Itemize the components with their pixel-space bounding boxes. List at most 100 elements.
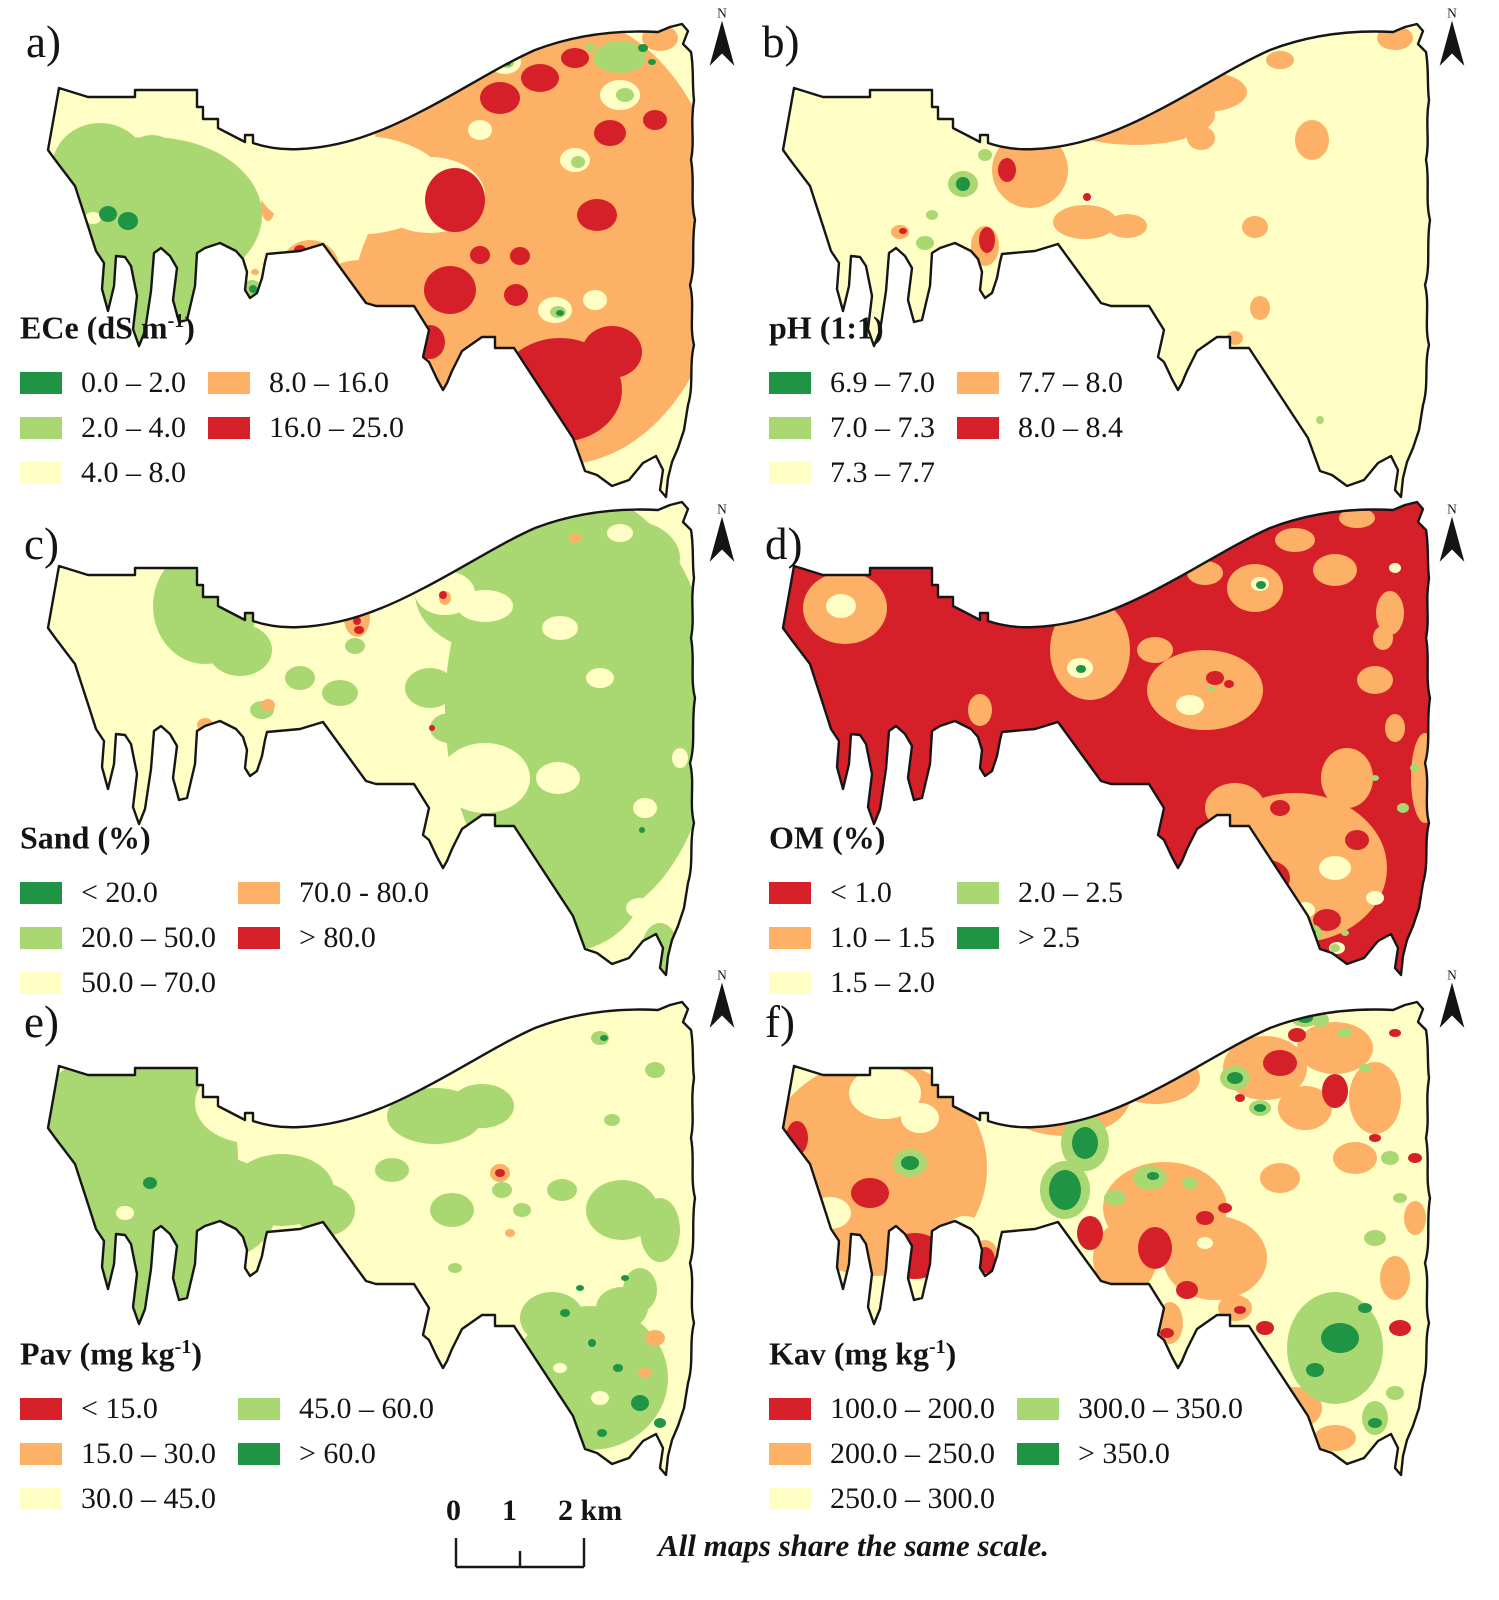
region-outline-f <box>781 1000 1432 1477</box>
legend-swatch <box>769 926 811 949</box>
legend-label: 0.0 – 2.0 <box>81 365 186 399</box>
legend-a: ECe (dS m-1) 0.0 – 2.0 2.0 – 4.0 4.0 – 8.0… <box>20 310 404 501</box>
legend-item: 4.0 – 8.0 <box>20 456 186 490</box>
legend-item: < 15.0 <box>20 1392 216 1426</box>
legend-column: 7.7 – 8.0 8.0 – 8.4 <box>957 366 1123 456</box>
legend-swatch <box>20 926 62 949</box>
map-c <box>46 500 697 977</box>
north-arrow: N <box>709 502 735 562</box>
north-arrow: N <box>709 6 735 66</box>
legend-column: 2.0 – 2.5 > 2.5 <box>957 876 1123 966</box>
legend-item: > 2.5 <box>957 921 1123 955</box>
legend-label: 70.0 - 80.0 <box>299 875 429 909</box>
panel-c: c) N Sand (%) < 20.0 20.0 – 50.0 50.0 – 70… <box>0 470 749 1030</box>
legend-item: 8.0 – 16.0 <box>208 366 404 400</box>
legend-label: 1.5 – 2.0 <box>830 965 935 999</box>
legend-title: Sand (%) <box>20 819 151 856</box>
legend-label: 100.0 – 200.0 <box>830 1391 995 1425</box>
legend-b: pH (1:1) 6.9 – 7.0 7.0 – 7.3 7.3 – 7.7 7.7 … <box>769 310 1123 501</box>
legend-label: 2.0 – 2.5 <box>1018 875 1123 909</box>
north-arrow-glyph <box>1439 20 1465 66</box>
legend-item: 1.5 – 2.0 <box>769 966 935 1000</box>
legend-item: 50.0 – 70.0 <box>20 966 216 1000</box>
legend-swatch <box>769 461 811 484</box>
legend-label: 250.0 – 300.0 <box>830 1481 995 1515</box>
legend-item: 20.0 – 50.0 <box>20 921 216 955</box>
legend-swatch <box>20 461 62 484</box>
legend-label: 45.0 – 60.0 <box>299 1391 434 1425</box>
north-arrow-glyph <box>1439 516 1465 562</box>
legend-item: 7.0 – 7.3 <box>769 411 935 445</box>
panel-b: b) N pH (1:1) 6.9 – 7.0 7.0 – 7.3 7.3 – 7.… <box>749 0 1498 560</box>
region-outline-d <box>781 500 1432 977</box>
legend-title: ECe (dS m-1) <box>20 309 195 346</box>
legend-label: > 80.0 <box>299 920 376 954</box>
legend-column: 100.0 – 200.0 200.0 – 250.0 250.0 – 300.0 <box>769 1392 995 1527</box>
panel-a: a) N ECe (dS m-1) 0.0 – 2.0 2.0 – 4.0 4.0 … <box>0 0 749 560</box>
scalebar-lines <box>454 1538 586 1569</box>
legend-item: 250.0 – 300.0 <box>769 1482 995 1516</box>
legend-label: > 2.5 <box>1018 920 1080 954</box>
scalebar <box>454 1538 586 1569</box>
legend-label: < 1.0 <box>830 875 892 909</box>
map-b <box>781 22 1432 499</box>
legend-item: 30.0 – 45.0 <box>20 1482 216 1516</box>
legend-d: OM (%) < 1.0 1.0 – 1.5 1.5 – 2.0 2.0 – 2.5 >… <box>769 820 1123 1011</box>
legend-item: < 20.0 <box>20 876 216 910</box>
legend-label: 7.7 – 8.0 <box>1018 365 1123 399</box>
panel-d: d) N OM (%) < 1.0 1.0 – 1.5 1.5 – 2.0 2.0 –… <box>749 470 1498 1030</box>
legend-item: 70.0 - 80.0 <box>238 876 429 910</box>
legend-swatch <box>769 416 811 439</box>
legend-label: 8.0 – 8.4 <box>1018 410 1123 444</box>
legend-cols-e: < 15.0 15.0 – 30.0 30.0 – 45.0 45.0 – 60.0 >… <box>20 1392 434 1527</box>
map-d <box>781 500 1432 977</box>
north-arrow: N <box>709 968 735 1028</box>
legend-swatch <box>20 1397 62 1420</box>
legend-column: 70.0 - 80.0 > 80.0 <box>238 876 429 966</box>
legend-item: 16.0 – 25.0 <box>208 411 404 445</box>
legend-column: < 1.0 1.0 – 1.5 1.5 – 2.0 <box>769 876 935 1011</box>
legend-swatch <box>20 971 62 994</box>
svg-text:N: N <box>717 6 727 20</box>
legend-column: 8.0 – 16.0 16.0 – 25.0 <box>208 366 404 456</box>
legend-column: < 20.0 20.0 – 50.0 50.0 – 70.0 <box>20 876 216 1011</box>
legend-item: 1.0 – 1.5 <box>769 921 935 955</box>
legend-column: 45.0 – 60.0 > 60.0 <box>238 1392 434 1482</box>
legend-swatch <box>20 416 62 439</box>
legend-item: > 80.0 <box>238 921 429 955</box>
legend-label: 200.0 – 250.0 <box>830 1436 995 1470</box>
north-arrow-glyph <box>709 982 735 1028</box>
legend-item: 7.7 – 8.0 <box>957 366 1123 400</box>
legend-swatch <box>769 881 811 904</box>
north-arrow-glyph <box>709 20 735 66</box>
legend-label: 1.0 – 1.5 <box>830 920 935 954</box>
map-f <box>781 1000 1432 1477</box>
svg-text:N: N <box>717 502 727 516</box>
legend-label: 7.0 – 7.3 <box>830 410 935 444</box>
legend-label: 300.0 – 350.0 <box>1078 1391 1243 1425</box>
legend-swatch <box>238 881 280 904</box>
panel-f: f) N Kav (mg kg-1) 100.0 – 200.0 200.0 – … <box>749 940 1498 1515</box>
region-patches-d <box>803 508 1430 954</box>
scalebar-tick-1: 1 <box>502 1494 517 1527</box>
scalebar-tick-0: 0 <box>446 1494 461 1527</box>
legend-swatch <box>20 1487 62 1510</box>
legend-label: 16.0 – 25.0 <box>269 410 404 444</box>
legend-item: 300.0 – 350.0 <box>1017 1392 1243 1426</box>
legend-label: > 350.0 <box>1078 1436 1170 1470</box>
legend-cols-b: 6.9 – 7.0 7.0 – 7.3 7.3 – 7.7 7.7 – 8.0 8.0 … <box>769 366 1123 501</box>
legend-swatch <box>20 1442 62 1465</box>
panel-label-d: d) <box>765 519 803 569</box>
legend-title: OM (%) <box>769 819 886 856</box>
legend-cols-c: < 20.0 20.0 – 50.0 50.0 – 70.0 70.0 - 80.0 >… <box>20 876 429 1011</box>
svg-text:N: N <box>1447 6 1457 20</box>
legend-c: Sand (%) < 20.0 20.0 – 50.0 50.0 – 70.0 70.… <box>20 820 429 1011</box>
north-arrow: N <box>1439 968 1465 1028</box>
legend-label: 8.0 – 16.0 <box>269 365 389 399</box>
legend-item: 2.0 – 2.5 <box>957 876 1123 910</box>
legend-label: > 60.0 <box>299 1436 376 1470</box>
legend-cols-a: 0.0 – 2.0 2.0 – 4.0 4.0 – 8.0 8.0 – 16.0 16.… <box>20 366 404 501</box>
legend-label: 20.0 – 50.0 <box>81 920 216 954</box>
legend-swatch <box>208 371 250 394</box>
map-e <box>46 1000 697 1477</box>
